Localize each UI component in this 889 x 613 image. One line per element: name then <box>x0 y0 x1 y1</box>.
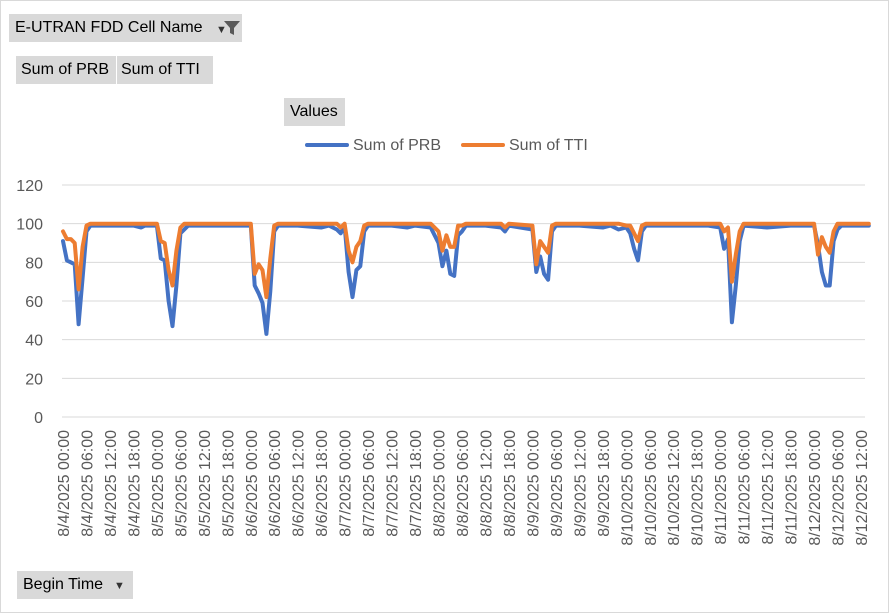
x-tick-label: 8/7/2025 00:00 <box>338 430 355 537</box>
x-tick-label: 8/9/2025 00:00 <box>525 430 542 537</box>
x-tick-label: 8/9/2025 18:00 <box>596 430 613 537</box>
x-tick-label: 8/6/2025 12:00 <box>291 430 308 537</box>
x-tick-label: 8/8/2025 12:00 <box>478 430 495 537</box>
value-field-label-prb: Sum of PRB <box>21 61 110 78</box>
value-field-button-prb[interactable]: Sum of PRB <box>16 56 116 84</box>
chart-legend: Sum of PRB Sum of TTI <box>305 137 588 154</box>
dropdown-arrow-icon[interactable]: ▼ <box>216 24 227 36</box>
values-legend-field-button[interactable]: Values <box>284 98 345 126</box>
y-tick-label: 40 <box>25 333 43 350</box>
x-tick-label: 8/11/2025 12:00 <box>760 430 777 545</box>
value-field-label-tti: Sum of TTI <box>121 61 200 78</box>
axis-field-button-begin-time[interactable]: Begin Time ▼ <box>17 571 133 599</box>
report-filter-label: E-UTRAN FDD Cell Name <box>15 19 203 36</box>
x-tick-label: 8/12/2025 00:00 <box>807 430 824 546</box>
x-tick-label: 8/10/2025 06:00 <box>643 430 660 546</box>
x-tick-label: 8/10/2025 18:00 <box>690 430 707 546</box>
x-axis-tick-labels: 8/4/2025 00:00 8/4/2025 06:00 8/4/2025 12:… <box>56 430 871 546</box>
y-axis-tick-labels: 0 20 40 60 80 100 120 <box>16 178 43 427</box>
y-tick-label: 20 <box>25 371 43 388</box>
x-tick-label: 8/4/2025 00:00 <box>56 430 73 537</box>
axis-field-label: Begin Time <box>23 576 104 593</box>
x-tick-label: 8/11/2025 06:00 <box>737 430 754 545</box>
x-tick-label: 8/6/2025 18:00 <box>314 430 331 537</box>
x-tick-label: 8/4/2025 06:00 <box>79 430 96 537</box>
legend-label-prb: Sum of PRB <box>353 137 441 154</box>
series-line-tti <box>61 221 871 300</box>
x-tick-label: 8/4/2025 12:00 <box>103 430 120 537</box>
x-tick-label: 8/8/2025 06:00 <box>455 430 472 537</box>
x-tick-label: 8/10/2025 12:00 <box>666 430 683 546</box>
x-tick-label: 8/12/2025 06:00 <box>831 430 848 546</box>
y-tick-label: 0 <box>34 410 43 427</box>
y-tick-label: 60 <box>25 294 43 311</box>
x-tick-label: 8/11/2025 00:00 <box>713 430 730 545</box>
x-tick-label: 8/8/2025 00:00 <box>432 430 449 537</box>
x-tick-label: 8/7/2025 18:00 <box>408 430 425 537</box>
funnel-icon[interactable] <box>223 19 241 37</box>
y-tick-label: 80 <box>25 255 43 272</box>
x-tick-label: 8/5/2025 06:00 <box>173 430 190 537</box>
x-tick-label: 8/6/2025 06:00 <box>267 430 284 537</box>
x-tick-label: 8/6/2025 00:00 <box>244 430 261 537</box>
x-tick-label: 8/5/2025 12:00 <box>197 430 214 537</box>
x-tick-label: 8/7/2025 12:00 <box>385 430 402 537</box>
x-tick-label: 8/8/2025 18:00 <box>502 430 519 537</box>
series-line-prb <box>61 223 871 336</box>
dropdown-arrow-icon[interactable]: ▼ <box>114 580 125 592</box>
value-field-button-tti[interactable]: Sum of TTI <box>117 56 213 84</box>
legend-label-tti: Sum of TTI <box>509 137 588 154</box>
x-tick-label: 8/9/2025 12:00 <box>572 430 589 537</box>
report-filter-button[interactable]: E-UTRAN FDD Cell Name ▼ <box>9 14 242 42</box>
x-tick-label: 8/9/2025 06:00 <box>549 430 566 537</box>
x-tick-label: 8/7/2025 06:00 <box>361 430 378 537</box>
x-tick-label: 8/4/2025 18:00 <box>126 430 143 537</box>
gridlines <box>62 184 865 418</box>
x-tick-label: 8/11/2025 18:00 <box>784 430 801 545</box>
x-tick-label: 8/5/2025 18:00 <box>220 430 237 537</box>
x-tick-label: 8/10/2025 00:00 <box>619 430 636 546</box>
series-lines <box>61 221 871 336</box>
x-tick-label: 8/5/2025 00:00 <box>150 430 167 537</box>
x-tick-label: 8/12/2025 12:00 <box>854 430 871 546</box>
y-tick-label: 120 <box>16 178 43 195</box>
values-field-label: Values <box>290 103 338 120</box>
y-tick-label: 100 <box>16 217 43 234</box>
